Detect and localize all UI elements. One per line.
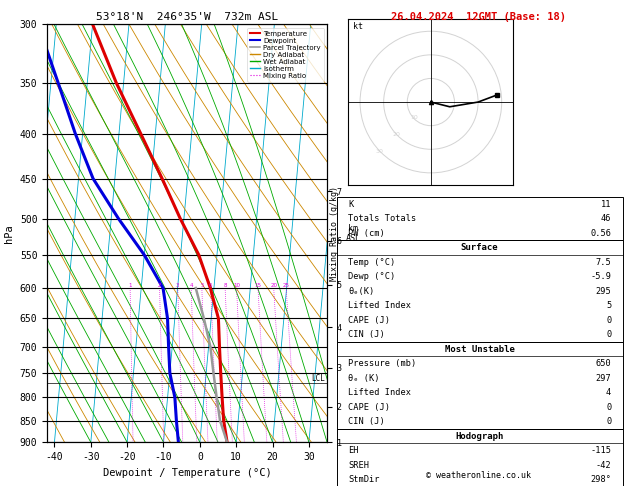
Text: 20: 20 (270, 283, 277, 288)
Text: Lifted Index: Lifted Index (348, 301, 411, 310)
Text: Hodograph: Hodograph (455, 432, 504, 441)
Text: Lifted Index: Lifted Index (348, 388, 411, 397)
Text: 0: 0 (606, 315, 611, 325)
Text: StmDir: StmDir (348, 475, 379, 484)
Text: 4: 4 (189, 283, 193, 288)
Text: 0: 0 (606, 417, 611, 426)
Text: θₑ (K): θₑ (K) (348, 374, 379, 382)
Text: 25: 25 (282, 283, 290, 288)
Text: PW (cm): PW (cm) (348, 228, 385, 238)
Text: Totals Totals: Totals Totals (348, 214, 416, 223)
Y-axis label: hPa: hPa (4, 224, 14, 243)
Text: 10: 10 (233, 283, 240, 288)
Text: 297: 297 (596, 374, 611, 382)
Text: -115: -115 (590, 446, 611, 455)
Text: 26.04.2024  12GMT (Base: 18): 26.04.2024 12GMT (Base: 18) (391, 12, 565, 22)
Text: 10: 10 (410, 115, 418, 120)
Legend: Temperature, Dewpoint, Parcel Trajectory, Dry Adiabat, Wet Adiabat, Isotherm, Mi: Temperature, Dewpoint, Parcel Trajectory… (247, 28, 323, 82)
Y-axis label: km
ASL: km ASL (345, 224, 360, 243)
Text: Pressure (mb): Pressure (mb) (348, 359, 416, 368)
Text: Dewp (°C): Dewp (°C) (348, 272, 395, 281)
Text: 298°: 298° (590, 475, 611, 484)
Text: Most Unstable: Most Unstable (445, 345, 515, 354)
Text: 20: 20 (393, 132, 401, 137)
Text: 5: 5 (606, 301, 611, 310)
Text: 8: 8 (223, 283, 227, 288)
Title: 53°18'N  246°35'W  732m ASL: 53°18'N 246°35'W 732m ASL (96, 12, 278, 22)
Text: 650: 650 (596, 359, 611, 368)
Text: kt: kt (353, 22, 363, 31)
Text: 30: 30 (376, 149, 384, 154)
Text: 11: 11 (601, 200, 611, 208)
Text: 0: 0 (606, 402, 611, 412)
Text: 6: 6 (209, 283, 213, 288)
Text: 295: 295 (596, 287, 611, 295)
Text: 3: 3 (176, 283, 179, 288)
Text: 46: 46 (601, 214, 611, 223)
Text: Temp (°C): Temp (°C) (348, 258, 395, 267)
Text: 2: 2 (158, 283, 161, 288)
Text: -5.9: -5.9 (590, 272, 611, 281)
Text: © weatheronline.co.uk: © weatheronline.co.uk (426, 471, 530, 480)
Text: CIN (J): CIN (J) (348, 417, 385, 426)
Text: 0: 0 (606, 330, 611, 339)
Text: K: K (348, 200, 353, 208)
Text: 0.56: 0.56 (590, 228, 611, 238)
Text: 4: 4 (606, 388, 611, 397)
X-axis label: Dewpoint / Temperature (°C): Dewpoint / Temperature (°C) (103, 468, 272, 478)
Text: CAPE (J): CAPE (J) (348, 315, 390, 325)
Text: Mixing Ratio (g/kg): Mixing Ratio (g/kg) (330, 186, 339, 281)
Text: CAPE (J): CAPE (J) (348, 402, 390, 412)
Text: EH: EH (348, 446, 359, 455)
Text: LCL: LCL (311, 374, 325, 383)
Text: 5: 5 (200, 283, 204, 288)
Text: SREH: SREH (348, 461, 369, 469)
Text: θₑ(K): θₑ(K) (348, 287, 374, 295)
Text: CIN (J): CIN (J) (348, 330, 385, 339)
Text: Surface: Surface (461, 243, 498, 252)
Text: 15: 15 (255, 283, 262, 288)
Text: -42: -42 (596, 461, 611, 469)
Text: 7.5: 7.5 (596, 258, 611, 267)
Text: 1: 1 (128, 283, 132, 288)
